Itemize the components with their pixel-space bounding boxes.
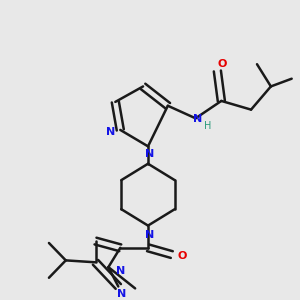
Text: H: H [204,121,211,131]
Text: O: O [177,250,186,260]
Text: N: N [193,114,202,124]
Text: O: O [218,59,227,69]
Text: N: N [146,149,154,159]
Text: N: N [117,289,126,299]
Text: N: N [116,266,125,276]
Text: N: N [146,230,154,240]
Text: N: N [106,127,115,137]
